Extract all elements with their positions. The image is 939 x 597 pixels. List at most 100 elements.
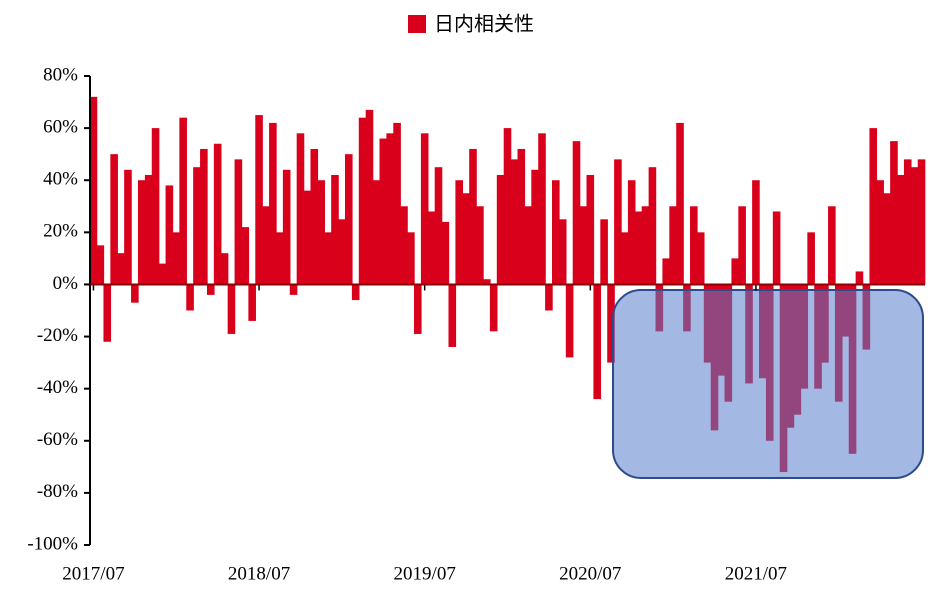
bar [579, 206, 588, 285]
bar [331, 175, 339, 285]
bar [627, 180, 636, 285]
bar [96, 245, 105, 285]
y-tick-label: -100% [27, 533, 78, 554]
x-tick-label: 2019/07 [394, 563, 456, 584]
bar [545, 284, 553, 311]
bar [565, 284, 574, 358]
bar [372, 180, 381, 285]
bar [227, 284, 236, 334]
bar [206, 284, 215, 295]
bar [690, 206, 698, 285]
x-tick-label: 2021/07 [725, 563, 787, 584]
bar [241, 227, 250, 285]
bar [531, 169, 539, 285]
y-tick-label: 80% [43, 64, 78, 85]
highlight-box [612, 289, 924, 479]
bar [483, 279, 491, 285]
bar [855, 271, 864, 285]
bar [462, 193, 470, 285]
bar [158, 263, 167, 285]
bar [324, 232, 332, 285]
bar [358, 117, 367, 285]
bar [538, 133, 546, 285]
bar [738, 206, 746, 285]
bar [731, 258, 740, 285]
bar [517, 148, 526, 285]
bar [110, 154, 118, 285]
bar [586, 175, 595, 285]
bar [255, 115, 263, 285]
bar [413, 284, 422, 334]
bar [455, 180, 463, 285]
axes: -100% -80% -60% -40% -20% 0% 20% 40% 60% 80% 2017/… [27, 64, 925, 584]
bar [890, 141, 898, 285]
bar [234, 159, 243, 285]
bar [213, 143, 222, 285]
bar [669, 206, 677, 285]
y-tick-label: 60% [43, 116, 78, 137]
bar [262, 206, 270, 285]
bars [89, 96, 926, 473]
bar [441, 221, 450, 285]
bar [400, 206, 408, 285]
y-tick-label: 0% [53, 273, 79, 294]
legend-swatch [408, 15, 426, 33]
y-tick-label: -60% [37, 429, 78, 450]
bar [917, 159, 926, 285]
bar [351, 284, 360, 301]
bar [552, 180, 560, 285]
bar [524, 206, 532, 285]
bar [876, 180, 884, 285]
bar [634, 211, 643, 285]
y-tick-label: 40% [43, 169, 78, 190]
bar [696, 232, 705, 285]
bar [269, 122, 277, 285]
bar [772, 211, 781, 285]
y-tick-label: -80% [37, 481, 78, 502]
bar [275, 232, 284, 285]
bar [165, 185, 174, 285]
bar [469, 148, 477, 285]
x-tick-label: 2020/07 [559, 563, 621, 584]
bar [869, 128, 878, 285]
bar [641, 206, 650, 285]
bar [282, 169, 291, 285]
bar [137, 180, 146, 285]
bar [752, 180, 760, 285]
x-tick-label: 2018/07 [228, 563, 290, 584]
bar [393, 122, 401, 285]
bar [365, 109, 374, 285]
bar [503, 128, 512, 285]
bar [296, 133, 305, 285]
bar [607, 284, 615, 363]
bar [572, 141, 581, 285]
y-tick-label: 20% [43, 221, 78, 242]
legend-label: 日内相关性 [434, 12, 534, 36]
bar [448, 284, 457, 347]
bar [179, 117, 187, 285]
bar [496, 175, 505, 285]
bar [828, 206, 836, 285]
bar [172, 232, 181, 285]
bar [558, 219, 567, 285]
bar [200, 148, 208, 285]
bar [220, 253, 229, 285]
bar [593, 284, 602, 400]
bar [386, 133, 394, 285]
bar [434, 167, 443, 285]
bar [910, 167, 919, 285]
bar [621, 232, 629, 285]
bar [317, 180, 325, 285]
bar [344, 154, 353, 285]
bar [476, 206, 484, 285]
bar [883, 193, 891, 285]
bar [379, 138, 388, 285]
x-tick-label: 2017/07 [62, 563, 124, 584]
bar [897, 175, 905, 285]
bar [648, 167, 657, 285]
bar [614, 159, 622, 285]
bar [427, 211, 436, 285]
bar [600, 219, 608, 285]
bar [676, 122, 684, 285]
